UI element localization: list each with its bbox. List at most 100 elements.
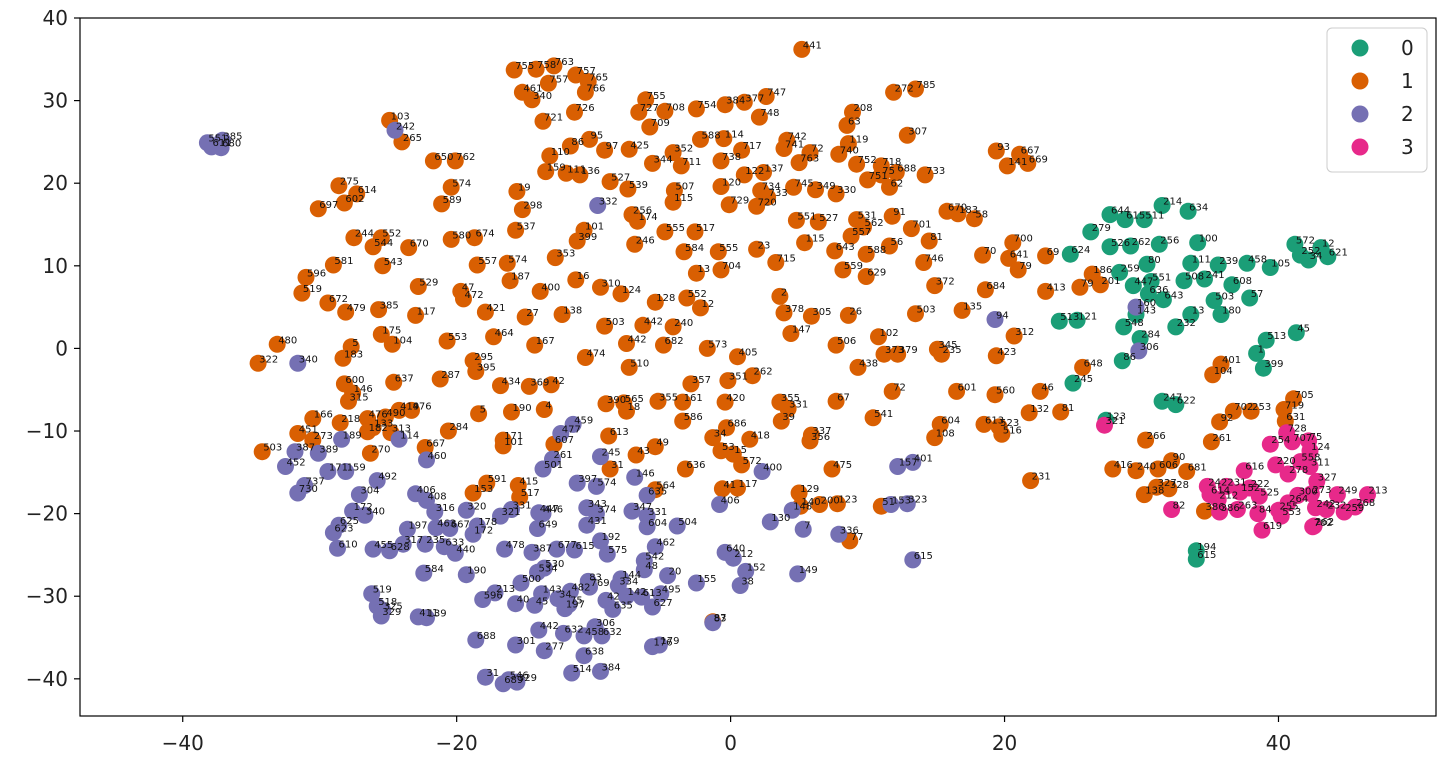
point-label: 256 bbox=[1160, 235, 1179, 246]
data-point bbox=[638, 486, 656, 504]
data-point bbox=[501, 272, 519, 290]
point-label: 139 bbox=[428, 609, 447, 620]
point-label: 584 bbox=[425, 564, 444, 575]
point-label: 634 bbox=[1189, 202, 1208, 213]
point-label: 72 bbox=[893, 382, 906, 393]
point-label: 186 bbox=[1093, 265, 1112, 276]
point-label: 27 bbox=[526, 308, 539, 319]
point-label: 83 bbox=[589, 572, 602, 583]
data-point bbox=[618, 402, 635, 420]
point-label: 730 bbox=[299, 484, 318, 495]
data-point bbox=[827, 185, 845, 203]
data-point bbox=[1116, 211, 1134, 229]
point-label: 421 bbox=[486, 303, 505, 314]
point-label: 441 bbox=[803, 40, 822, 51]
data-point bbox=[416, 439, 434, 456]
data-point bbox=[361, 444, 379, 462]
data-point bbox=[1104, 460, 1122, 478]
point-label: 708 bbox=[666, 102, 685, 113]
point-label: 415 bbox=[519, 477, 538, 488]
data-point bbox=[386, 121, 404, 139]
point-label: 719 bbox=[1285, 401, 1304, 412]
point-label: 785 bbox=[917, 80, 936, 91]
point-label: 689 bbox=[504, 675, 523, 686]
point-label: 516 bbox=[1003, 425, 1022, 436]
point-label: 100 bbox=[1199, 234, 1218, 245]
data-point bbox=[633, 588, 651, 606]
data-point bbox=[620, 358, 638, 376]
data-point bbox=[350, 486, 368, 504]
point-label: 132 bbox=[1030, 404, 1049, 415]
point-label: 347 bbox=[633, 502, 652, 513]
point-label: 705 bbox=[1295, 390, 1314, 401]
data-point bbox=[390, 430, 408, 448]
point-label: 442 bbox=[628, 335, 647, 346]
legend-label: 1 bbox=[1401, 69, 1414, 93]
data-point bbox=[370, 301, 388, 319]
data-point bbox=[1196, 270, 1213, 288]
point-label: 148 bbox=[793, 501, 812, 512]
point-label: 615 bbox=[576, 541, 595, 552]
point-label: 81 bbox=[1062, 403, 1075, 414]
point-label: 431 bbox=[588, 516, 607, 527]
point-label: 115 bbox=[674, 193, 693, 204]
series-3 bbox=[1096, 416, 1376, 539]
point-label: 711 bbox=[682, 157, 701, 168]
data-point bbox=[741, 430, 759, 448]
point-label: 399 bbox=[578, 232, 597, 243]
point-label: 475 bbox=[833, 460, 852, 471]
point-label: 187 bbox=[511, 272, 530, 283]
point-label: 406 bbox=[721, 496, 740, 507]
point-label: 114 bbox=[725, 130, 744, 141]
point-label: 159 bbox=[347, 463, 366, 474]
data-point bbox=[467, 631, 485, 649]
data-point bbox=[464, 525, 482, 543]
point-label: 378 bbox=[785, 304, 804, 315]
point-label: 262 bbox=[1132, 237, 1151, 248]
data-point bbox=[627, 446, 645, 464]
point-label: 175 bbox=[382, 325, 401, 336]
data-point bbox=[578, 516, 596, 534]
point-label: 747 bbox=[767, 88, 786, 99]
point-label: 39 bbox=[782, 412, 795, 423]
data-point bbox=[527, 60, 545, 78]
point-label: 672 bbox=[329, 294, 348, 305]
data-point bbox=[1228, 501, 1246, 518]
point-label: 344 bbox=[654, 154, 673, 165]
point-label: 461 bbox=[523, 83, 542, 94]
data-point bbox=[601, 173, 619, 191]
point-label: 180 bbox=[1222, 306, 1241, 317]
data-point bbox=[902, 220, 920, 238]
data-point bbox=[385, 373, 403, 391]
data-point bbox=[649, 392, 667, 410]
data-point bbox=[530, 621, 548, 639]
point-label: 321 bbox=[502, 507, 521, 518]
data-point bbox=[319, 294, 337, 312]
point-label: 434 bbox=[502, 377, 521, 388]
point-label: 351 bbox=[729, 372, 748, 383]
point-label: 740 bbox=[840, 145, 859, 156]
data-point bbox=[767, 254, 785, 271]
data-point bbox=[409, 278, 427, 295]
data-point bbox=[712, 152, 730, 170]
point-label: 295 bbox=[474, 352, 493, 363]
data-point bbox=[1139, 285, 1157, 303]
data-point bbox=[1175, 272, 1193, 290]
point-label: 565 bbox=[625, 394, 644, 405]
data-point bbox=[646, 293, 664, 311]
point-label: 153 bbox=[892, 496, 911, 507]
point-label: 75 bbox=[1310, 432, 1323, 443]
point-label: 83 bbox=[714, 614, 727, 625]
point-label: 153 bbox=[474, 484, 493, 495]
point-label: 167 bbox=[536, 336, 555, 347]
point-label: 45 bbox=[536, 596, 549, 607]
data-point bbox=[809, 213, 827, 231]
data-point bbox=[787, 211, 805, 229]
x-tick-label: 0 bbox=[724, 731, 737, 755]
point-label: 416 bbox=[1114, 460, 1133, 471]
point-label: 636 bbox=[1149, 285, 1168, 296]
data-point bbox=[704, 614, 722, 632]
point-label: 111 bbox=[1192, 254, 1211, 265]
point-label: 584 bbox=[685, 243, 704, 254]
point-label: 751 bbox=[869, 171, 888, 182]
